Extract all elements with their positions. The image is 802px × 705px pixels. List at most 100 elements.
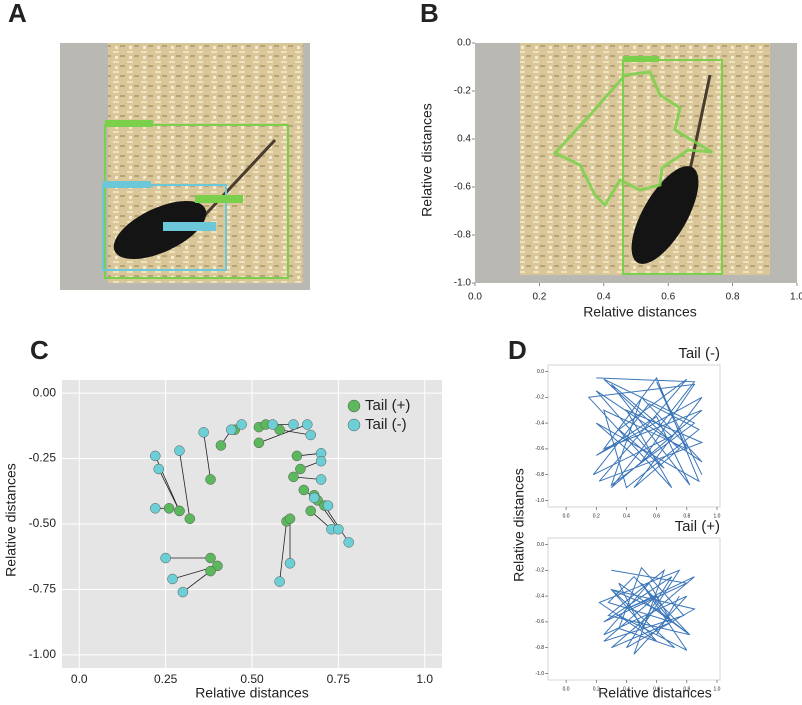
point (153, 463, 164, 475)
chart-title: Tail (-) (678, 345, 720, 362)
point (198, 427, 209, 438)
x-tick-label: 0.25 (154, 672, 178, 686)
photo-a (60, 43, 310, 290)
y-tick-label: -0.6 (535, 446, 544, 452)
movement-arrow (324, 505, 350, 543)
legend-label: Tail (+) (365, 397, 410, 414)
x-tick-label: 0.8 (683, 686, 690, 692)
movement-arrow (177, 450, 191, 519)
y-axis-label: Relative distances (3, 463, 19, 577)
y-tick-label: -0.8 (454, 230, 472, 241)
y-tick-label: -0.2 (454, 86, 472, 97)
point (284, 513, 296, 525)
point (177, 586, 189, 598)
x-tick-label: 1.0 (790, 292, 802, 303)
x-axis-label: Relative distances (583, 304, 697, 320)
point (160, 552, 171, 564)
y-tick-label: -0.6 (454, 182, 472, 193)
y-tick-label: -0.2 (535, 395, 544, 401)
x-axis-label: Relative distances (598, 685, 712, 701)
y-tick-label: 0.0 (457, 38, 471, 49)
legend-label: Tail (-) (365, 416, 407, 433)
y-tick-label: -1.0 (535, 671, 544, 677)
y-tick-label: -0.8 (535, 645, 544, 651)
movement-arrow (277, 521, 287, 583)
y-tick-label: -0.4 (535, 593, 544, 599)
x-tick-label: 0.75 (327, 672, 351, 686)
point (205, 474, 216, 485)
y-tick-label: -0.75 (29, 582, 57, 596)
x-tick-label: 1.0 (714, 686, 721, 692)
panel-label: A (8, 0, 27, 28)
plot-frame (547, 364, 721, 508)
x-tick-label: 1.0 (714, 513, 721, 519)
x-tick-label: 0.4 (623, 513, 630, 519)
x-tick-label: 0.0 (563, 686, 570, 692)
point (343, 537, 354, 548)
point (184, 513, 196, 525)
y-tick-label: -0.25 (29, 451, 57, 465)
point (305, 505, 316, 517)
x-tick-label: 0.0 (468, 292, 482, 303)
movement-arrow (158, 468, 180, 512)
trajectory (598, 566, 696, 655)
point (333, 523, 344, 535)
point (174, 445, 185, 456)
point (284, 558, 296, 569)
point (302, 419, 313, 430)
y-tick-label: 0.0 (537, 369, 544, 375)
x-tick-label: 0.2 (593, 513, 600, 519)
point (226, 424, 237, 435)
y-tick-label: -0.2 (535, 568, 544, 574)
y-tick-label: -0.4 (535, 420, 544, 426)
point (315, 455, 327, 467)
x-tick-label: 0.8 (726, 292, 740, 303)
x-tick-label: 0.8 (683, 513, 690, 519)
point (298, 484, 310, 496)
point (167, 573, 178, 585)
point (315, 474, 327, 485)
point (205, 565, 216, 577)
point (274, 576, 285, 587)
point (267, 419, 278, 430)
y-tick-label: 0.4 (457, 134, 471, 145)
y-tick-label: -1.0 (454, 278, 472, 289)
point (236, 419, 247, 430)
point (288, 471, 299, 483)
trajectory (587, 376, 704, 489)
photo-b (475, 43, 797, 283)
x-tick-label: 0.6 (653, 686, 660, 692)
x-tick-label: 0.2 (593, 686, 600, 692)
x-tick-label: 1.0 (416, 672, 433, 686)
x-tick-label: 0.0 (563, 513, 570, 519)
panel-label: C (30, 335, 49, 365)
x-tick-label: 0.2 (532, 292, 546, 303)
y-tick-label: 0.0 (537, 542, 544, 548)
chart-title: Tail (+) (675, 518, 720, 535)
x-axis-label: Relative distances (195, 685, 309, 701)
y-tick-label: -0.8 (535, 472, 544, 478)
y-tick-label: 0.00 (33, 385, 57, 399)
legend-swatch (347, 399, 361, 413)
y-tick-label: -0.50 (29, 516, 57, 530)
point (291, 450, 303, 462)
y-tick-label: -1.0 (535, 498, 544, 504)
y-tick-label: -0.6 (535, 619, 544, 625)
point (174, 505, 185, 517)
movement-arrow (182, 570, 211, 593)
point (305, 429, 316, 441)
panel-label: B (420, 0, 439, 28)
panel-label: D (508, 335, 527, 365)
point (150, 450, 161, 462)
point (295, 463, 306, 475)
x-tick-label: 0.0 (71, 672, 88, 686)
point (253, 437, 265, 449)
point (163, 503, 175, 514)
plot-frame (547, 537, 721, 681)
point (150, 503, 161, 514)
point (308, 492, 320, 504)
point (205, 552, 216, 564)
point (215, 440, 227, 451)
movement-arrow (279, 429, 312, 437)
